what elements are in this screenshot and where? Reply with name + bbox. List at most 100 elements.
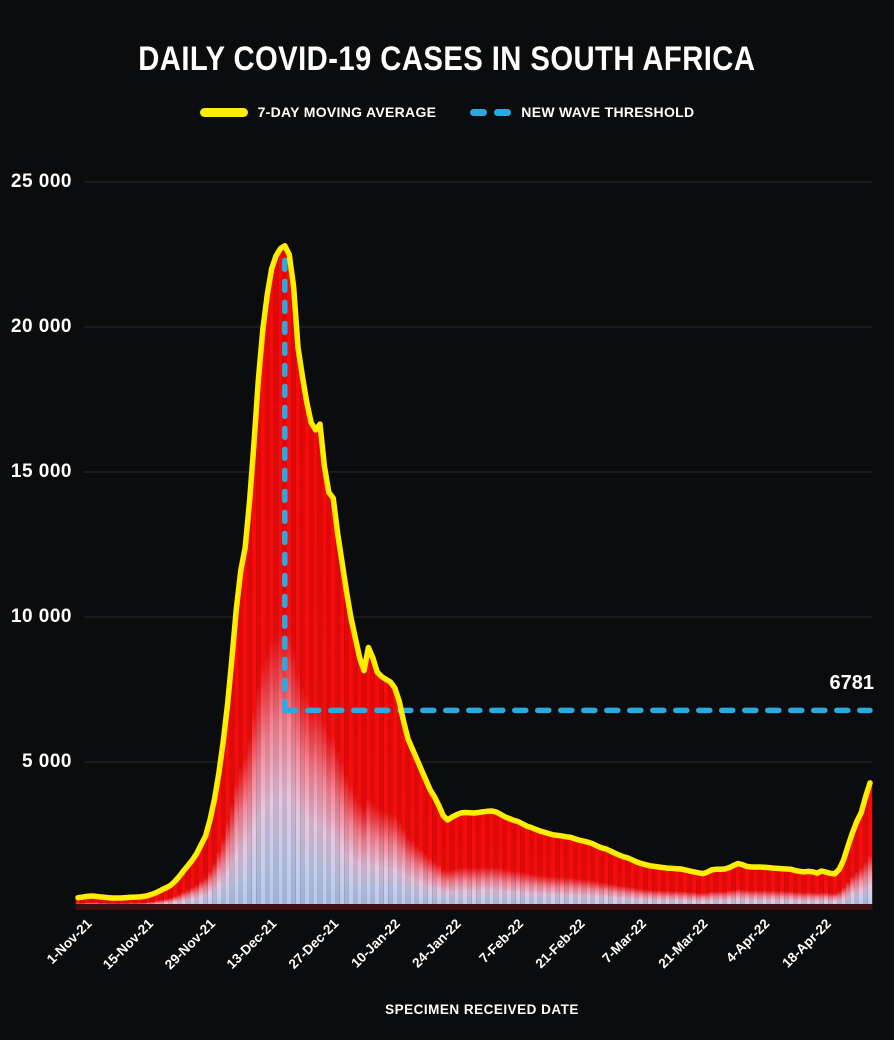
daily-cases-bar: [243, 547, 248, 907]
daily-cases-bar: [353, 637, 358, 907]
daily-cases-bar: [260, 329, 265, 907]
legend-label-threshold: NEW WAVE THRESHOLD: [521, 104, 695, 120]
daily-cases-bar: [766, 867, 771, 907]
daily-cases-bar: [471, 813, 477, 907]
daily-cases-bar: [696, 872, 701, 907]
daily-cases-bar: [181, 870, 186, 908]
daily-cases-bar: [238, 570, 243, 907]
daily-cases-bar: [722, 869, 727, 907]
daily-cases-bar: [828, 873, 833, 907]
daily-cases-bar: [546, 833, 551, 907]
daily-cases-bar: [705, 872, 710, 907]
daily-cases-bar: [612, 853, 617, 907]
daily-cases-bar: [383, 679, 389, 907]
daily-cases-bar: [225, 704, 230, 907]
daily-cases-bar: [621, 856, 626, 907]
daily-cases-bar: [551, 834, 556, 907]
daily-cases-bar: [449, 817, 455, 907]
x-axis-title: SPECIMEN RECEIVED DATE: [385, 1002, 579, 1017]
daily-cases-bar: [656, 867, 661, 907]
daily-cases-bar: [713, 869, 719, 907]
legend-item-threshold: NEW WAVE THRESHOLD: [470, 104, 694, 120]
daily-cases-bar: [84, 896, 89, 907]
daily-cases-bar: [493, 811, 499, 907]
daily-cases-bar: [216, 773, 221, 907]
daily-cases-bar: [278, 248, 283, 907]
y-axis-tick-label: 5 000: [21, 751, 72, 772]
daily-cases-bar: [850, 833, 855, 907]
daily-cases-bar: [823, 872, 829, 907]
daily-cases-bar: [718, 869, 723, 907]
daily-cases-bar: [221, 741, 226, 907]
daily-cases-bar: [207, 820, 213, 907]
daily-cases-bar: [520, 823, 525, 907]
daily-cases-bar: [678, 869, 683, 907]
daily-cases-bar: [837, 869, 842, 907]
daily-cases-bar: [177, 876, 182, 907]
daily-cases-bar: [427, 789, 433, 907]
daily-cases-bar: [458, 813, 463, 907]
daily-cases-bar: [806, 871, 811, 907]
y-axis-tick-label: 15 000: [10, 461, 72, 482]
daily-cases-bar: [586, 842, 591, 907]
daily-cases-bar: [331, 498, 336, 907]
daily-cases-bar: [313, 429, 318, 907]
daily-cases-bar: [740, 864, 745, 907]
daily-cases-bar: [674, 868, 679, 907]
daily-cases-bar: [295, 347, 301, 907]
daily-cases-bar: [436, 805, 441, 907]
daily-cases-bar: [111, 898, 116, 907]
daily-cases-bar: [467, 812, 472, 908]
daily-cases-bar: [234, 608, 239, 907]
daily-cases-bar: [251, 443, 257, 907]
legend: 7-DAY MOVING AVERAGE NEW WAVE THRESHOLD: [0, 104, 894, 120]
daily-cases-bar: [480, 811, 485, 907]
daily-cases-bar: [357, 657, 362, 907]
daily-cases-bar: [652, 866, 657, 907]
daily-cases-bar: [683, 869, 688, 907]
y-axis-tick-label: 25 000: [10, 171, 72, 192]
daily-cases-bar: [731, 865, 736, 907]
daily-cases-bar: [511, 820, 516, 907]
daily-cases-bar: [775, 868, 780, 907]
daily-cases-bar: [304, 402, 309, 907]
daily-cases-bar: [608, 851, 613, 907]
daily-cases-bar: [128, 897, 133, 907]
daily-cases-bar: [348, 617, 353, 907]
daily-cases-bar: [75, 897, 81, 907]
daily-cases-bar: [815, 873, 820, 907]
daily-cases-bar: [515, 821, 521, 907]
y-axis-tick-label: 20 000: [10, 316, 72, 337]
daily-cases-bar: [203, 836, 208, 907]
daily-cases-bar: [537, 831, 543, 907]
daily-cases-bar: [841, 860, 846, 907]
daily-cases-bar: [388, 682, 393, 907]
daily-cases-bar: [819, 871, 824, 907]
daily-cases-bar: [476, 812, 481, 907]
daily-cases-bar: [779, 868, 785, 907]
daily-cases-bar: [419, 769, 424, 908]
baseline-strip: [75, 904, 873, 910]
daily-cases-bar: [524, 826, 529, 907]
daily-cases-bar: [124, 897, 129, 907]
daily-cases-bar: [269, 269, 274, 907]
daily-cases-bar: [709, 869, 714, 907]
daily-cases-bar: [247, 501, 252, 907]
daily-cases-bar: [379, 676, 384, 907]
daily-cases-bar: [762, 867, 767, 907]
threshold-value-label: 6781: [829, 672, 875, 694]
daily-cases-bar: [339, 561, 345, 907]
daily-cases-bar: [687, 871, 692, 907]
daily-cases-bar: [529, 827, 534, 907]
daily-cases-bar: [507, 818, 512, 907]
daily-cases-bar: [788, 869, 793, 907]
daily-cases-bar: [577, 840, 582, 907]
y-axis-tick-label: 10 000: [10, 606, 72, 627]
daily-cases-bar: [370, 657, 375, 907]
daily-cases-bar: [199, 844, 204, 907]
daily-cases-bar: [344, 590, 349, 907]
daily-cases-bar: [665, 868, 670, 907]
daily-cases-bar: [771, 868, 776, 907]
